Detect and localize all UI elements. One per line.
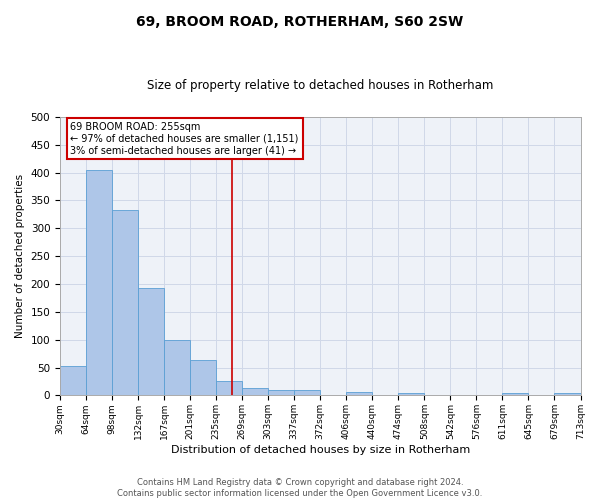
Bar xyxy=(502,393,529,396)
Bar xyxy=(398,393,424,396)
Title: Size of property relative to detached houses in Rotherham: Size of property relative to detached ho… xyxy=(147,79,493,92)
Bar xyxy=(164,340,190,396)
Y-axis label: Number of detached properties: Number of detached properties xyxy=(15,174,25,338)
Bar xyxy=(346,392,373,396)
Text: Contains HM Land Registry data © Crown copyright and database right 2024.
Contai: Contains HM Land Registry data © Crown c… xyxy=(118,478,482,498)
Bar xyxy=(216,382,242,396)
Bar xyxy=(268,390,294,396)
Bar xyxy=(112,210,138,396)
Bar xyxy=(60,366,86,396)
Bar xyxy=(86,170,112,396)
Bar xyxy=(138,288,164,396)
Bar xyxy=(554,393,581,396)
X-axis label: Distribution of detached houses by size in Rotherham: Distribution of detached houses by size … xyxy=(170,445,470,455)
Bar xyxy=(294,390,320,396)
Text: 69, BROOM ROAD, ROTHERHAM, S60 2SW: 69, BROOM ROAD, ROTHERHAM, S60 2SW xyxy=(136,15,464,29)
Bar xyxy=(242,388,268,396)
Text: 69 BROOM ROAD: 255sqm
← 97% of detached houses are smaller (1,151)
3% of semi-de: 69 BROOM ROAD: 255sqm ← 97% of detached … xyxy=(70,122,299,156)
Bar xyxy=(190,360,216,396)
